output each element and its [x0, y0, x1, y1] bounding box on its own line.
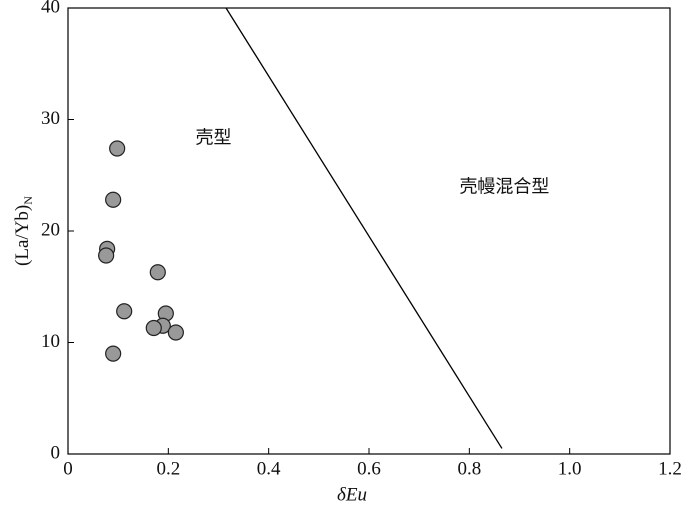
- point: [105, 191, 122, 208]
- point: [145, 319, 162, 337]
- x-tick-label: 0: [63, 458, 73, 479]
- point: [149, 264, 166, 281]
- y-label-subscript: N: [21, 196, 35, 205]
- x-tick-label: 0.8: [457, 458, 481, 479]
- x-tick-label: 0.4: [257, 458, 281, 479]
- point: [167, 324, 184, 341]
- x-tick-label: 0.2: [156, 458, 180, 479]
- point: [98, 247, 115, 264]
- point: [105, 345, 122, 362]
- x-tick-label: 1.2: [658, 458, 682, 479]
- plot-frame: [67, 7, 671, 455]
- annotation: 壳型: [195, 127, 231, 148]
- y-label-main: (La/Yb): [12, 205, 33, 266]
- y-tick-label: 0: [51, 442, 61, 463]
- y-tick-label: 10: [41, 331, 60, 352]
- point: [116, 303, 133, 320]
- point: [109, 140, 126, 157]
- x-tick-label: 0.6: [357, 458, 381, 479]
- y-tick-label: 30: [41, 108, 60, 129]
- y-tick-label: 20: [41, 219, 60, 240]
- boundary-line: [225, 7, 503, 449]
- annotation: 壳幔混合型: [459, 177, 549, 198]
- y-tick-label: 40: [41, 0, 60, 17]
- x-axis-label: δEu: [337, 484, 367, 505]
- x-tick-label: 1.0: [558, 458, 582, 479]
- y-axis-label: (La/Yb)N: [12, 196, 34, 266]
